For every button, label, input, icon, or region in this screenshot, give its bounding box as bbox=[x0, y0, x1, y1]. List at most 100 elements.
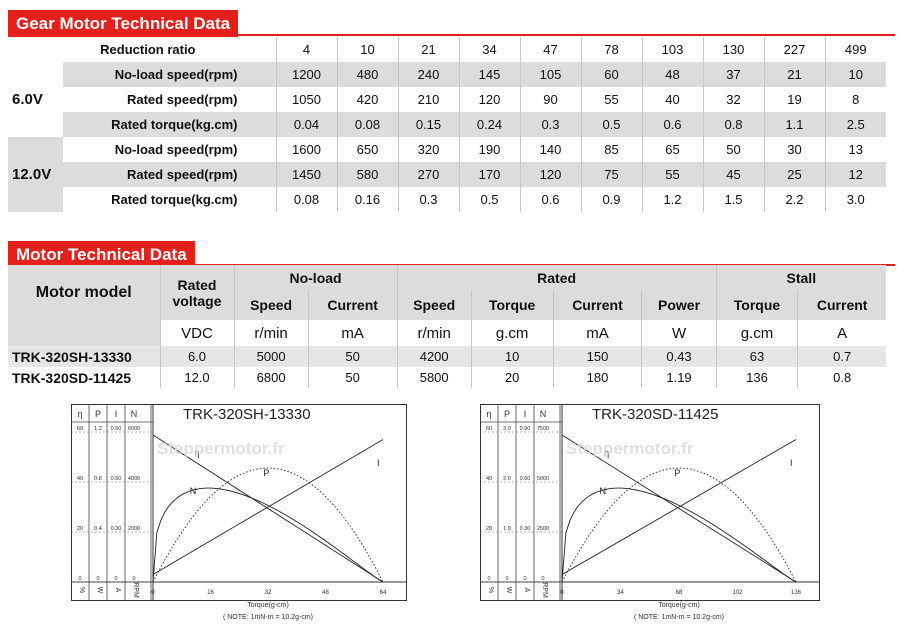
motor-cell: 0.7 bbox=[797, 346, 886, 367]
gear-section-title: Gear Motor Technical Data bbox=[8, 10, 239, 37]
gear-row-label: No-load speed(rpm) bbox=[114, 142, 238, 157]
gear-row-label: Rated torque(kg.cm) bbox=[63, 112, 276, 137]
gear-cell: 1.5 bbox=[702, 187, 764, 212]
ratio-value: 10 bbox=[336, 37, 398, 62]
gear-cell: 50 bbox=[702, 137, 764, 162]
stall-header: Stall bbox=[715, 265, 886, 290]
column-header: η bbox=[486, 409, 491, 419]
gear-cell: 0.08 bbox=[275, 187, 337, 212]
gear-cell: 120 bbox=[458, 87, 520, 112]
chart-note: ( NOTE: 1mN-m = 10.2g-cm) bbox=[634, 614, 724, 621]
gear-cell: 30 bbox=[763, 137, 825, 162]
ratio-value: 47 bbox=[519, 37, 581, 62]
gear-cell: 120 bbox=[519, 162, 581, 187]
speed-curve bbox=[561, 434, 797, 583]
gear-cell: 75 bbox=[580, 162, 642, 187]
motor-row: TRK-320SH-13330 6.0 5000 50 4200 10 150 0.43 63 0… bbox=[8, 346, 886, 367]
ratio-label: Reduction ratio bbox=[100, 42, 196, 57]
scale-value: 0.60 bbox=[520, 476, 531, 482]
motor-cell: 1.19 bbox=[641, 367, 717, 388]
performance-chart-2: η P I N TRK-320SD-11425 60 3.0 0.90 7500 40 2.0 0.6… bbox=[480, 404, 820, 621]
scale-value: 6000 bbox=[128, 426, 140, 432]
motor-cell: 6800 bbox=[233, 367, 309, 388]
power-curve bbox=[152, 467, 384, 583]
gear-row: Rated torque(kg.cm) 0.04 0.08 0.15 0.24 0.3 0.… bbox=[8, 112, 886, 137]
x-axis-label: Torque(g-cm) bbox=[658, 602, 700, 609]
scale-value: 7500 bbox=[537, 426, 549, 432]
gear-cell: 32 bbox=[702, 87, 764, 112]
scale-value: 0 bbox=[505, 576, 508, 582]
gear-cell: 580 bbox=[336, 162, 398, 187]
scale-value: 0.4 bbox=[94, 526, 102, 532]
gear-cell: 0.15 bbox=[397, 112, 459, 137]
gear-table: Reduction ratio 4 10 21 34 47 78 103 130 227 499 6.… bbox=[8, 37, 886, 212]
gear-cell: 45 bbox=[702, 162, 764, 187]
chart-title: TRK-320SH-13330 bbox=[183, 406, 311, 423]
ratio-value: 130 bbox=[702, 37, 764, 62]
gear-cell: 0.16 bbox=[336, 187, 398, 212]
gear-cell: 0.08 bbox=[336, 112, 398, 137]
gear-cell: 65 bbox=[641, 137, 703, 162]
motor-model: TRK-320SD-11425 bbox=[12, 369, 132, 386]
noload-header: No-load bbox=[233, 265, 398, 290]
motor-cell: 6.0 bbox=[159, 346, 234, 367]
motor-table: Motor model Rated voltage No-load Rated … bbox=[8, 265, 886, 388]
scale-value: 0 bbox=[78, 576, 81, 582]
efficiency-label: η bbox=[604, 448, 609, 458]
gear-row: 12.0V No-load speed(rpm) 1600 650 320 190 140 8… bbox=[8, 137, 886, 212]
voltage-label: 6.0V bbox=[8, 62, 63, 137]
chart-frame bbox=[71, 404, 407, 601]
column-header: N bbox=[131, 409, 138, 419]
motor-cell: 180 bbox=[552, 367, 642, 388]
gear-cell: 25 bbox=[763, 162, 825, 187]
gear-cell: 0.6 bbox=[641, 112, 703, 137]
x-tick-label: 0 bbox=[560, 590, 564, 596]
sub-header: Torque bbox=[715, 290, 798, 320]
gear-cell: 2.5 bbox=[824, 112, 886, 137]
scale-value: 2500 bbox=[537, 526, 549, 532]
gear-cell: 0.8 bbox=[702, 112, 764, 137]
gear-cell: 55 bbox=[580, 87, 642, 112]
efficiency-curve bbox=[561, 487, 797, 583]
chart-frame bbox=[480, 404, 820, 601]
sub-header: Current bbox=[307, 290, 398, 320]
gear-cell: 1600 bbox=[275, 137, 337, 162]
gear-cell: 210 bbox=[397, 87, 459, 112]
gear-cell: 140 bbox=[519, 137, 581, 162]
gear-cell: 21 bbox=[763, 62, 825, 87]
gear-cell: 19 bbox=[763, 87, 825, 112]
ratio-value: 227 bbox=[763, 37, 825, 62]
unit-label: RPM bbox=[132, 582, 139, 598]
scale-value: 40 bbox=[77, 476, 83, 482]
speed-label: N bbox=[190, 486, 197, 496]
scale-value: 20 bbox=[77, 526, 83, 532]
gear-row-label: Rated speed(rpm) bbox=[126, 92, 238, 107]
gear-cell: 0.3 bbox=[397, 187, 459, 212]
unit-cell: mA bbox=[552, 320, 642, 346]
gear-cell: 12 bbox=[824, 162, 886, 187]
ratio-value: 4 bbox=[275, 37, 337, 62]
voltage-label: 12.0V bbox=[8, 137, 63, 212]
gear-cell: 0.04 bbox=[275, 112, 337, 137]
x-tick-label: 32 bbox=[265, 590, 272, 596]
x-tick-label: 16 bbox=[207, 590, 214, 596]
sub-header: Current bbox=[797, 290, 886, 320]
scale-value: 1.0 bbox=[503, 526, 511, 532]
gear-section-rule bbox=[8, 34, 895, 36]
gear-cell: 190 bbox=[458, 137, 520, 162]
rated-header: Rated bbox=[396, 265, 717, 290]
scale-value: 4000 bbox=[128, 476, 140, 482]
scale-value: 3.0 bbox=[503, 426, 511, 432]
motor-cell: 150 bbox=[552, 346, 642, 367]
unit-cell: mA bbox=[307, 320, 398, 346]
gear-cell: 85 bbox=[580, 137, 642, 162]
gear-cell: 60 bbox=[580, 62, 642, 87]
gear-cell: 40 bbox=[641, 87, 703, 112]
x-tick-label: 64 bbox=[380, 590, 387, 596]
efficiency-label: η bbox=[194, 448, 199, 458]
gear-cell: 170 bbox=[458, 162, 520, 187]
gear-cell: 1.2 bbox=[641, 187, 703, 212]
gear-cell: 0.5 bbox=[458, 187, 520, 212]
unit-label: W bbox=[505, 587, 512, 594]
unit-label: RPM bbox=[541, 582, 548, 598]
